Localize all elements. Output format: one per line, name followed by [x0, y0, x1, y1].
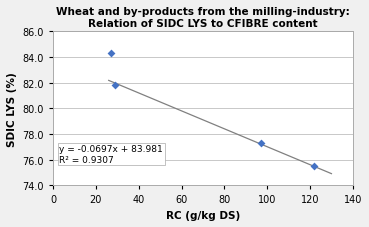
Point	[108, 52, 114, 56]
Point	[311, 165, 317, 168]
Title: Wheat and by-products from the milling-industry:
Relation of SIDC LYS to CFIBRE : Wheat and by-products from the milling-i…	[56, 7, 350, 28]
Text: y = -0.0697x + 83.981
R² = 0.9307: y = -0.0697x + 83.981 R² = 0.9307	[59, 145, 163, 164]
Y-axis label: SDIC LYS (%): SDIC LYS (%)	[7, 72, 17, 146]
X-axis label: RC (g/kg DS): RC (g/kg DS)	[166, 210, 240, 220]
Point	[112, 84, 118, 88]
Point	[258, 142, 264, 145]
